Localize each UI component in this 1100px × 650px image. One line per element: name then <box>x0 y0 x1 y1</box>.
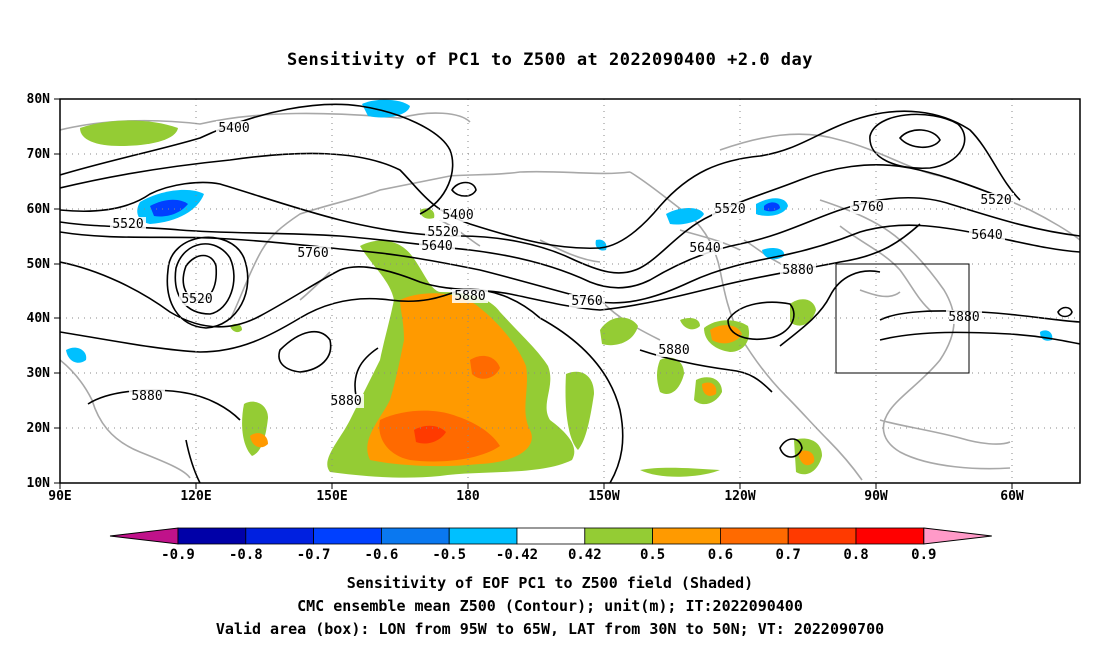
z500-contours <box>60 103 1080 483</box>
contour-label: 5520 <box>181 292 212 307</box>
colorbar-tick-label: -0.42 <box>496 547 538 563</box>
lat-label: 70N <box>27 147 51 162</box>
colorbar-tick-label: 0.9 <box>911 547 936 563</box>
contour-label-bg <box>328 394 364 408</box>
contour-label: 5520 <box>714 202 745 217</box>
valid-area-box <box>835 263 970 374</box>
contour-label: 5520 <box>980 193 1011 208</box>
lat-label: 10N <box>27 476 51 491</box>
lat-label: 20N <box>27 421 51 436</box>
colorbar-swatch <box>245 527 315 545</box>
contour-label-bg <box>216 121 252 135</box>
colorbar-tick-label: 0.42 <box>568 547 602 563</box>
plot-frame <box>59 98 1081 484</box>
contour-label: 5880 <box>454 289 485 304</box>
latitude-labels: 80N 70N 60N 50N 40N 30N 20N 10N <box>27 92 51 491</box>
caption-line-2: CMC ensemble mean Z500 (Contour); unit(m… <box>297 597 803 615</box>
lon-label: 150W <box>588 489 619 504</box>
caption-line-1: Sensitivity of EOF PC1 to Z500 field (Sh… <box>346 574 754 592</box>
contour-label: 5880 <box>131 389 162 404</box>
contour-label-bg <box>110 217 146 231</box>
colorbar-swatch <box>177 527 247 545</box>
lat-label: 80N <box>27 92 51 107</box>
colorbar-swatch <box>652 527 721 545</box>
colorbar-tick-label: 0.8 <box>843 547 868 563</box>
colorbar-min-arrow <box>109 527 179 545</box>
plot-title: Sensitivity of PC1 to Z500 at 2022090400… <box>286 50 813 70</box>
colorbar-swatch <box>516 527 586 545</box>
lat-label: 50N <box>27 257 51 272</box>
contour-label-bg <box>687 241 723 255</box>
colorbar-tick-label: 0.7 <box>776 547 801 563</box>
lon-label: 90E <box>48 489 71 504</box>
contour-label: 5760 <box>297 246 328 261</box>
lon-label: 120W <box>724 489 755 504</box>
contour-label-bg <box>969 228 1005 242</box>
colorbar-swatch <box>584 527 653 545</box>
colorbar-swatch <box>855 527 925 545</box>
contour-label: 5880 <box>948 310 979 325</box>
contour-label: 5880 <box>782 263 813 278</box>
caption-line-3: Valid area (box): LON from 95W to 65W, L… <box>215 620 885 638</box>
colorbar-swatch <box>448 527 518 545</box>
axis-ticks <box>54 98 1013 489</box>
contour-label-bg <box>129 389 165 403</box>
gridlines <box>60 99 1080 483</box>
lat-label: 40N <box>27 311 51 326</box>
longitude-labels: 90E 120E 150E 180 150W 120W 90W 60W <box>48 489 1024 504</box>
colorbar: -0.9 -0.8 -0.7 -0.6 -0.5 -0.42 0.42 0.5 0.6 0.7 0.… <box>109 527 992 563</box>
lon-label: 60W <box>1000 489 1024 504</box>
contour-label-bg <box>978 193 1014 207</box>
contour-label-bg <box>712 202 748 216</box>
contour-label-bg <box>569 294 605 308</box>
contour-label: 5760 <box>852 200 883 215</box>
contour-label-bg <box>452 289 488 303</box>
contour-label-bg <box>419 239 455 253</box>
colorbar-tick-label: -0.5 <box>432 547 466 563</box>
colorbar-tick-label: 0.5 <box>640 547 665 563</box>
contour-label: 5520 <box>112 217 143 232</box>
colorbar-tick-label: -0.8 <box>229 547 263 563</box>
contour-label: 5640 <box>971 228 1002 243</box>
colorbar-swatch <box>380 527 450 545</box>
contour-label-bg <box>946 310 982 324</box>
colorbar-tick-label: -0.6 <box>365 547 399 563</box>
lon-label: 120E <box>180 489 211 504</box>
contour-label-bg <box>440 208 476 222</box>
colorbar-swatch <box>787 527 857 545</box>
contour-label-bg <box>295 246 331 260</box>
colorbar-max-arrow <box>923 527 992 545</box>
contour-label: 5760 <box>571 294 602 309</box>
contour-label: 5880 <box>330 394 361 409</box>
colorbar-tick-label: 0.6 <box>708 547 733 563</box>
contour-label-bg <box>425 225 461 239</box>
contour-label-bg <box>179 292 215 306</box>
colorbar-tick-label: -0.9 <box>161 547 195 563</box>
contour-label-bg <box>780 263 816 277</box>
contour-label: 5640 <box>421 239 452 254</box>
colorbar-swatch <box>720 527 789 545</box>
contour-label: 5880 <box>658 343 689 358</box>
lon-label: 150E <box>316 489 347 504</box>
contour-label: 5640 <box>689 241 720 256</box>
sensitivity-shading <box>66 99 1053 478</box>
colorbar-swatch <box>313 527 382 545</box>
contour-label-bg <box>656 343 692 357</box>
colorbar-tick-label: -0.7 <box>297 547 331 563</box>
lon-label: 90W <box>864 489 888 504</box>
contour-label: 5400 <box>442 208 473 223</box>
lat-label: 30N <box>27 366 51 381</box>
contour-label: 5400 <box>218 121 249 136</box>
contour-label: 5520 <box>427 225 458 240</box>
contour-label-bg <box>850 200 886 214</box>
lon-label: 180 <box>456 489 480 504</box>
lat-label: 60N <box>27 202 51 217</box>
